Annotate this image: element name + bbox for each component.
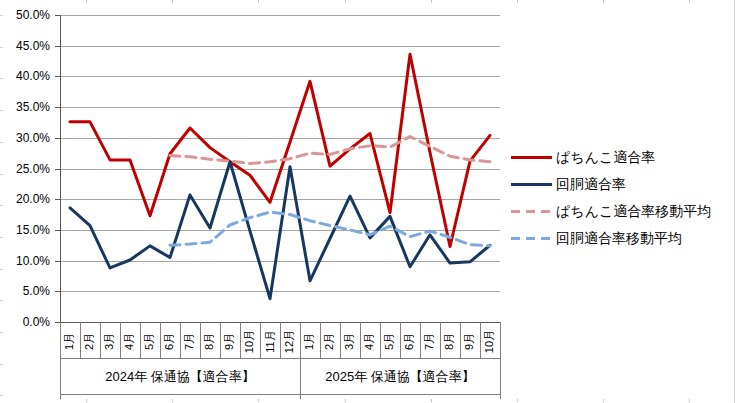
sheet-grid-tick: [0, 78, 3, 79]
sheet-grid-tick: [0, 142, 3, 143]
legend-label-pachinko-ma: ぱちんこ適合率移動平均: [556, 203, 711, 221]
month-tick-label: 8月: [440, 324, 460, 358]
month-tick-label: 3月: [340, 324, 360, 358]
sheet-grid-tick: [603, 399, 604, 402]
series-line-0: [70, 54, 490, 246]
month-tick-label: 12月: [280, 324, 300, 358]
excel-line-chart: 50.0% 45.0% 40.0% 35.0% 30.0% 25.0% 20.0% 15.0%…: [0, 0, 739, 403]
month-tick-label: 1月: [60, 324, 80, 358]
sheet-grid-tick: [345, 0, 346, 3]
legend-label-pachinko: ぱちんこ適合率: [556, 149, 655, 167]
legend: ぱちんこ適合率 回胴適合率 ぱちんこ適合率移動平均 回胴適合率移動平均: [511, 147, 711, 249]
month-tick-label: 7月: [180, 324, 200, 358]
y-axis-label: 5.0%: [0, 284, 50, 298]
sheet-grid-tick: [689, 0, 690, 3]
month-tick-label: 2月: [80, 324, 100, 358]
sheet-grid-tick: [0, 364, 3, 365]
sheet-grid-tick: [603, 0, 604, 3]
legend-item-kaidou: 回胴適合率: [511, 174, 711, 195]
y-axis-label: 35.0%: [0, 100, 50, 114]
sheet-grid-tick: [86, 0, 87, 3]
legend-item-pachinko: ぱちんこ適合率: [511, 147, 711, 168]
legend-label-kaidou: 回胴適合率: [556, 176, 626, 194]
month-tick-label: 4月: [120, 324, 140, 358]
y-axis-label: 15.0%: [0, 223, 50, 237]
month-tick-label: 9月: [220, 324, 240, 358]
y-axis-label: 0.0%: [0, 315, 50, 329]
legend-swatch-pachinko-line: [511, 156, 552, 159]
legend-item-kaidou-ma: 回胴適合率移動平均: [511, 228, 711, 249]
sheet-grid-tick: [0, 110, 3, 111]
sheet-grid-tick: [258, 399, 259, 402]
y-axis-label: 50.0%: [0, 8, 50, 22]
month-tick-label: 5月: [380, 324, 400, 358]
legend-swatch-kaidou-ma-line: [511, 237, 552, 240]
sheet-grid-tick: [0, 332, 3, 333]
legend-swatch-kaidou-line: [511, 183, 552, 186]
month-tick-label: 4月: [360, 324, 380, 358]
y-axis-label: 10.0%: [0, 254, 50, 268]
y-axis-label: 25.0%: [0, 162, 50, 176]
month-tick-label: 6月: [160, 324, 180, 358]
sheet-grid-tick: [0, 269, 3, 270]
month-tick-label: 10月: [480, 324, 500, 358]
sheet-grid-tick: [0, 395, 3, 396]
sheet-grid-tick: [0, 15, 3, 16]
spreadsheet-column-border: [734, 0, 735, 403]
sheet-grid-tick: [0, 300, 3, 301]
x-axis-group-label-2024: 2024年 保通協【適合率】: [60, 359, 300, 394]
month-tick-label: 2月: [320, 324, 340, 358]
month-tick-label: 10月: [240, 324, 260, 358]
legend-item-pachinko-ma: ぱちんこ適合率移動平均: [511, 201, 711, 222]
y-axis-label: 20.0%: [0, 192, 50, 206]
month-tick-label: 11月: [260, 324, 280, 358]
legend-swatch-pachinko-ma-line: [511, 210, 552, 213]
sheet-grid-tick: [0, 174, 3, 175]
month-tick-label: 5月: [140, 324, 160, 358]
sheet-grid-tick: [345, 399, 346, 402]
x-axis-group-label-2025: 2025年 保通協【適合率】: [300, 359, 500, 394]
sheet-grid-tick: [172, 0, 173, 3]
y-axis-label: 30.0%: [0, 131, 50, 145]
month-tick-label: 7月: [420, 324, 440, 358]
month-tick-label: 1月: [300, 324, 320, 358]
legend-label-kaidou-ma: 回胴適合率移動平均: [556, 230, 682, 248]
sheet-grid-tick: [517, 399, 518, 402]
month-tick-label: 6月: [400, 324, 420, 358]
sheet-grid-tick: [431, 399, 432, 402]
month-tick-label: 3月: [100, 324, 120, 358]
sheet-grid-tick: [0, 237, 3, 238]
month-tick-label: 8月: [200, 324, 220, 358]
y-axis-label: 45.0%: [0, 39, 50, 53]
sheet-grid-tick: [0, 47, 3, 48]
sheet-grid-tick: [0, 205, 3, 206]
sheet-grid-tick: [517, 0, 518, 3]
sheet-grid-tick: [172, 399, 173, 402]
sheet-grid-tick: [86, 399, 87, 402]
month-tick-label: 9月: [460, 324, 480, 358]
y-axis-label: 40.0%: [0, 69, 50, 83]
sheet-grid-tick: [689, 399, 690, 402]
sheet-grid-tick: [258, 0, 259, 3]
sheet-grid-tick: [431, 0, 432, 3]
